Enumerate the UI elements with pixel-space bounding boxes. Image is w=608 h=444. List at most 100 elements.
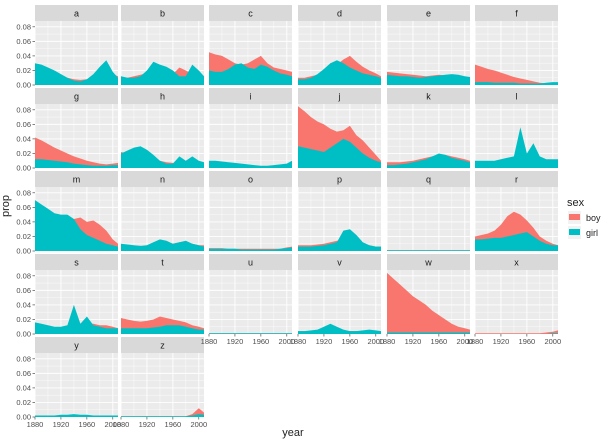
panel-bg-v [298,270,381,334]
strip-f [475,5,558,21]
area-k-girl [387,153,470,168]
area-g-girl [35,159,118,168]
area-w-boy [387,272,470,334]
strip-label-z: z [160,341,165,351]
legend-label-boy: boy [586,213,601,223]
strip-s [35,254,118,270]
x-tick-label: 1960 [79,420,96,429]
area-g-boy [35,137,118,168]
x-tick-label: 2000 [104,420,121,429]
y-tick-label: 0.06 [16,203,31,212]
x-tick-label: 1920 [227,337,244,346]
panel-bg-x [475,270,558,334]
area-v-girl [298,323,381,334]
y-tick-label: 0.04 [16,383,31,392]
y-tick-label: 0.06 [16,120,31,129]
strip-label-q: q [426,175,431,185]
y-tick-label: 0.02 [16,232,31,241]
legend-label-girl: girl [586,228,598,238]
x-tick-label: 2000 [190,420,207,429]
y-tick-label: 0.08 [16,105,31,114]
strip-label-h: h [160,92,165,102]
y-tick-label: 0.08 [16,354,31,363]
strip-g [35,88,118,104]
panel-s: s [34,254,118,335]
x-tick-label: 1920 [139,420,156,429]
area-m-girl [35,200,118,251]
panel-bg-i [209,104,292,168]
x-tick-label: 1960 [519,337,536,346]
strip-u [209,254,292,270]
area-c-girl [209,63,292,85]
area-y-girl [35,414,118,417]
strip-label-x: x [514,258,519,268]
y-tick-label: 0.02 [16,398,31,407]
strip-z [121,337,204,353]
x-tick-label: 1880 [113,420,130,429]
strip-c [209,5,292,21]
y-axis-title: prop [0,195,12,217]
x-tick-label: 2000 [544,337,561,346]
legend-swatch-boy [569,214,580,220]
strip-o [209,171,292,187]
legend-swatch-girl [569,229,580,235]
panel-c: c [208,5,292,86]
strip-v [298,254,381,270]
area-b-girl [121,61,204,85]
strip-label-l: l [516,92,518,102]
strip-x [475,254,558,270]
strip-label-n: n [160,175,165,185]
area-d-girl [298,60,381,85]
panel-j: j [297,88,381,169]
strip-label-y: y [74,341,79,351]
panel-v: v [297,254,381,335]
area-h-girl [121,146,204,168]
strip-label-b: b [160,9,165,19]
panel-z: z [120,337,204,418]
area-j-girl [298,138,381,168]
y-tick-label: 0.00 [16,164,31,173]
strip-label-w: w [424,258,432,268]
x-tick-label: 1960 [431,337,448,346]
y-tick-label: 0.04 [16,217,31,226]
panel-m: m [34,171,118,252]
y-tick-label: 0.06 [16,286,31,295]
y-tick-label: 0.04 [16,51,31,60]
panel-h: h [120,88,204,169]
y-tick-label: 0.02 [16,315,31,324]
x-tick-label: 2000 [278,337,295,346]
strip-label-r: r [515,175,518,185]
strip-i [209,88,292,104]
panel-x: x [474,254,558,335]
strip-p [298,171,381,187]
legend-title: sex [567,197,585,209]
panel-e: e [386,5,470,86]
y-tick-label: 0.00 [16,81,31,90]
panel-b: b [120,5,204,86]
area-l-girl [475,127,558,168]
area-x-girl [475,333,558,334]
x-tick-label: 1960 [165,420,182,429]
area-i-girl [209,160,292,168]
x-tick-label: 2000 [456,337,473,346]
panel-y: y [34,337,118,418]
y-tick-label: 0.02 [16,66,31,75]
panel-g: g [34,88,118,169]
area-u-girl [209,333,292,334]
panel-bg-u [209,270,292,334]
strip-label-m: m [73,175,81,185]
strip-label-u: u [248,258,253,268]
strip-h [121,88,204,104]
panel-d: d [297,5,381,86]
strip-label-k: k [426,92,431,102]
x-axis-title: year [282,427,304,439]
panel-l: l [474,88,558,169]
y-tick-label: 0.04 [16,300,31,309]
panel-bg-o [209,187,292,251]
panel-q: q [386,171,470,252]
strip-e [387,5,470,21]
strip-label-s: s [74,258,79,268]
x-tick-label: 1880 [467,337,484,346]
strip-m [35,171,118,187]
